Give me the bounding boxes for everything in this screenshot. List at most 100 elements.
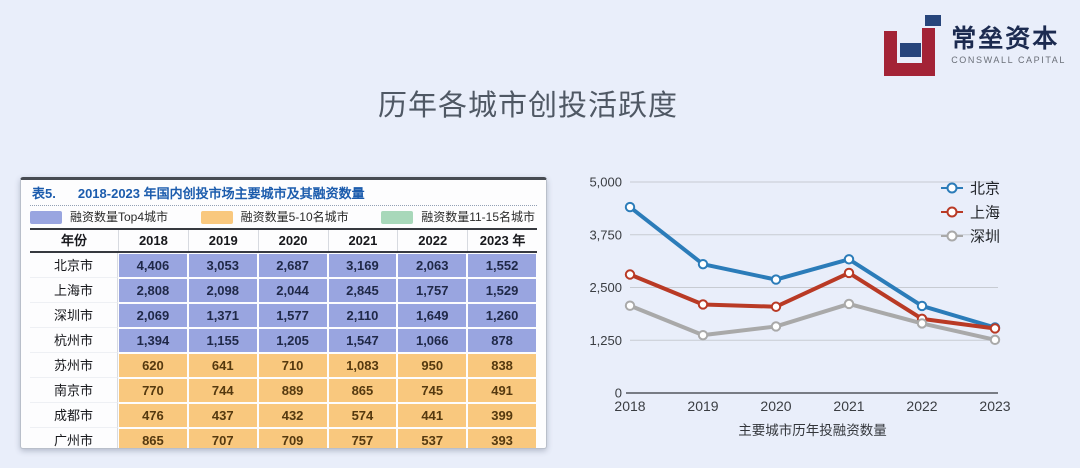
value-cell: 1,552 bbox=[468, 254, 536, 277]
value-cell: 537 bbox=[398, 429, 467, 448]
table-row: 北京市 4,406 3,053 2,687 3,169 2,063 1,552 bbox=[30, 253, 537, 278]
city-cell: 苏州市 bbox=[30, 353, 118, 378]
series-2-marker bbox=[916, 318, 928, 329]
logo-name-en: CONSWALL CAPITAL bbox=[951, 54, 1066, 65]
legend-label: 融资数量5-10名城市 bbox=[240, 210, 349, 224]
chart-xlabel: 主要城市历年投融资数量 bbox=[738, 422, 887, 438]
value-cell: 2,069 bbox=[119, 304, 187, 327]
city-cell: 杭州市 bbox=[30, 328, 118, 353]
value-cell: 2,044 bbox=[258, 279, 327, 302]
series-2-marker bbox=[989, 334, 1001, 346]
table-column-header-5: 2022 bbox=[397, 230, 467, 251]
city-cell: 成都市 bbox=[30, 403, 118, 428]
table-column-header-3: 2020 bbox=[257, 230, 328, 251]
series-0-marker bbox=[843, 254, 855, 265]
table-row: 成都市 476 437 432 574 441 399 bbox=[30, 403, 537, 428]
city-cell: 深圳市 bbox=[30, 303, 118, 328]
table-legend-item-2: 融资数量11-15名城市 bbox=[381, 210, 535, 225]
value-cell: 2,808 bbox=[119, 279, 187, 302]
x-tick-label: 2020 bbox=[760, 398, 791, 414]
value-cell: 441 bbox=[398, 404, 467, 427]
series-0-marker bbox=[697, 258, 709, 270]
value-cell: 757 bbox=[328, 429, 397, 448]
value-cell: 620 bbox=[119, 354, 187, 377]
logo-shape-foot-bar bbox=[884, 63, 923, 76]
series-2-marker bbox=[843, 298, 855, 310]
value-cell: 1,547 bbox=[328, 329, 397, 352]
logo-shape-mid-block bbox=[900, 43, 922, 57]
value-cell: 393 bbox=[468, 429, 536, 448]
chart-legend-label: 北京 bbox=[970, 181, 1000, 198]
value-cell: 1,066 bbox=[398, 329, 467, 352]
chart-legend-label: 上海 bbox=[970, 205, 1000, 222]
table-row: 上海市 2,808 2,098 2,044 2,845 1,757 1,529 bbox=[30, 278, 537, 303]
page-title: 历年各城市创投活跃度 bbox=[377, 90, 678, 122]
conswall-logo-icon bbox=[880, 14, 942, 76]
table-body: 北京市 4,406 3,053 2,687 3,169 2,063 1,552 上海市 2,80… bbox=[30, 253, 537, 448]
value-cell: 1,083 bbox=[328, 354, 397, 377]
value-cell: 709 bbox=[258, 429, 327, 448]
value-cell: 476 bbox=[119, 404, 187, 427]
value-cell: 3,169 bbox=[328, 254, 397, 277]
y-tick-label: 3,750 bbox=[589, 227, 622, 242]
logo: 常垒资本 CONSWALL CAPITAL bbox=[880, 14, 1066, 76]
table-legend-item-1: 融资数量5-10名城市 bbox=[200, 210, 349, 225]
legend-label: 融资数量11-15名城市 bbox=[421, 210, 535, 224]
table-caption: 表5. 2018-2023 年国内创投市场主要城市及其融资数量 bbox=[30, 183, 537, 206]
series-0-marker bbox=[916, 300, 928, 312]
table-row: 南京市 770 744 889 865 745 491 bbox=[30, 378, 537, 403]
chart-legend-label: 深圳 bbox=[970, 229, 1000, 246]
table-header-row: 年份 2018 2019 2020 2021 2022 2023 年 bbox=[30, 228, 537, 253]
y-tick-label: 0 bbox=[615, 386, 622, 401]
series-1-marker bbox=[770, 301, 782, 312]
value-cell: 3,053 bbox=[188, 254, 257, 277]
table-row: 广州市 865 707 709 757 537 393 bbox=[30, 428, 537, 448]
series-0-marker bbox=[624, 201, 636, 213]
value-cell: 710 bbox=[258, 354, 327, 377]
legend-swatch-icon bbox=[200, 211, 233, 224]
table-column-header-6: 2023 年 bbox=[467, 230, 537, 251]
value-cell: 744 bbox=[188, 379, 257, 402]
city-activity-line-chart: 0 1,250 2,500 3,750 5,000 2018 2019 2020 2021 202… bbox=[588, 158, 1080, 458]
series-1-marker bbox=[624, 269, 636, 280]
value-cell: 4,406 bbox=[119, 254, 187, 277]
table-column-header-0: 年份 bbox=[60, 233, 87, 248]
table-row: 深圳市 2,069 1,371 1,577 2,110 1,649 1,260 bbox=[30, 303, 537, 328]
value-cell: 770 bbox=[119, 379, 187, 402]
city-cell: 南京市 bbox=[30, 378, 118, 403]
value-cell: 1,577 bbox=[258, 304, 327, 327]
legend-marker-icon bbox=[946, 230, 958, 242]
table-legend: 融资数量Top4城市 融资数量5-10名城市 融资数量11-15名城市 bbox=[30, 206, 537, 228]
value-cell: 889 bbox=[258, 379, 327, 402]
series-1-marker bbox=[989, 323, 1001, 334]
y-tick-label: 2,500 bbox=[589, 280, 622, 295]
table-row: 苏州市 620 641 710 1,083 950 838 bbox=[30, 353, 537, 378]
table-row: 杭州市 1,394 1,155 1,205 1,547 1,066 878 bbox=[30, 328, 537, 353]
x-tick-label: 2019 bbox=[687, 398, 718, 414]
value-cell: 1,394 bbox=[119, 329, 187, 352]
logo-shape-dot bbox=[925, 15, 942, 26]
series-2-marker bbox=[624, 300, 636, 311]
series-line-2 bbox=[628, 301, 997, 342]
logo-shape-right-bar bbox=[922, 28, 936, 76]
series-1-marker bbox=[843, 267, 855, 279]
value-cell: 865 bbox=[119, 429, 187, 448]
legend-marker-icon bbox=[946, 206, 958, 218]
table-card: 表5. 2018-2023 年国内创投市场主要城市及其融资数量 融资数量Top4… bbox=[20, 177, 547, 449]
line-chart-svg: 0 1,250 2,500 3,750 5,000 2018 2019 2020 2021 202… bbox=[589, 175, 1010, 439]
table-caption-prefix: 表5. bbox=[32, 186, 56, 201]
value-cell: 1,529 bbox=[468, 279, 536, 302]
logo-name-cn: 常垒资本 bbox=[951, 24, 1060, 53]
value-cell: 574 bbox=[328, 404, 397, 427]
x-tick-label: 2018 bbox=[614, 398, 645, 414]
value-cell: 2,098 bbox=[188, 279, 257, 302]
x-tick-label: 2022 bbox=[906, 398, 937, 414]
value-cell: 865 bbox=[328, 379, 397, 402]
y-tick-label: 5,000 bbox=[589, 175, 622, 190]
legend-label: 融资数量Top4城市 bbox=[70, 210, 169, 224]
legend-swatch-icon bbox=[30, 211, 62, 224]
series-2-marker bbox=[770, 321, 782, 332]
table-column-header-1: 2018 bbox=[118, 230, 188, 251]
value-cell: 707 bbox=[188, 429, 257, 448]
